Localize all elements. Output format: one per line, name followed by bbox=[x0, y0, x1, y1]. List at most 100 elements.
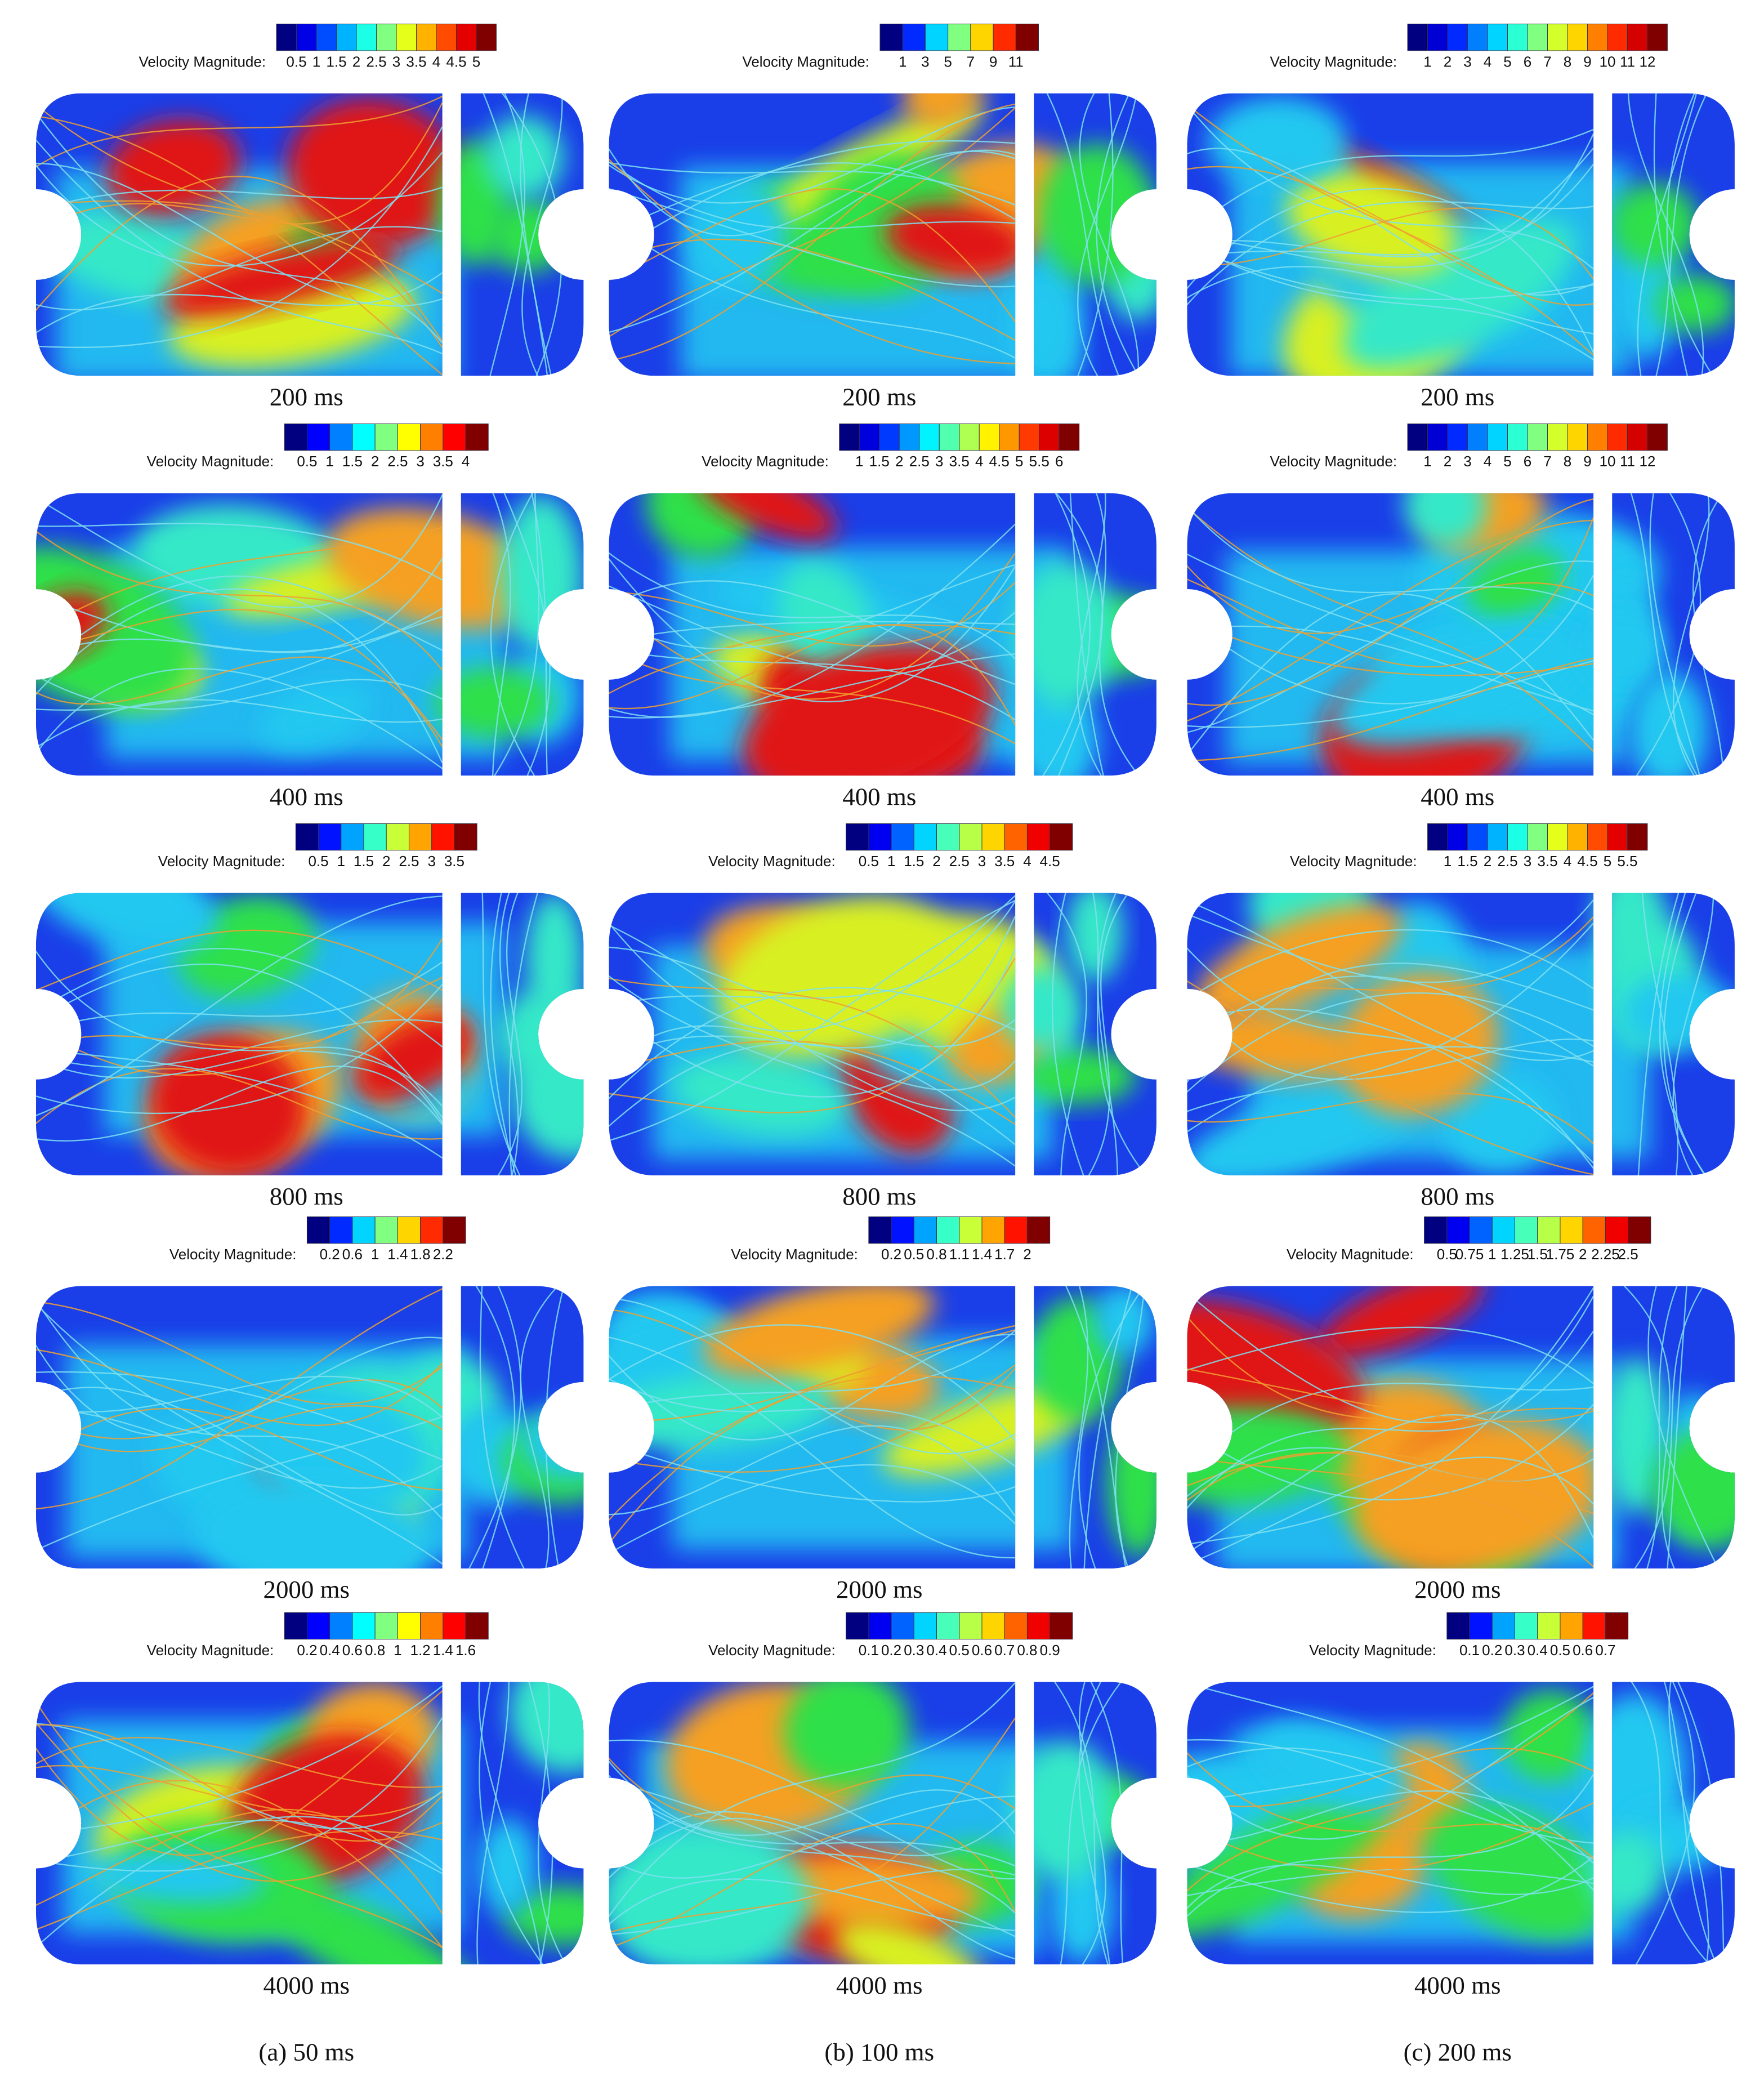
colorbar-tick: 0.5 bbox=[1437, 1246, 1457, 1263]
colorbar-segment bbox=[1447, 823, 1468, 851]
streamline bbox=[1187, 1456, 1594, 1567]
colorbar-tick: 1.5 bbox=[1528, 1246, 1548, 1263]
colorbar-tick: 3.5 bbox=[433, 453, 453, 470]
contour-field bbox=[609, 93, 1156, 376]
colorbar-segment bbox=[1607, 24, 1628, 51]
streamline bbox=[1187, 898, 1594, 1062]
streamline bbox=[609, 1777, 1016, 1937]
colorbar-tick: 2.5 bbox=[949, 853, 970, 870]
contour-blob bbox=[882, 1387, 1088, 1477]
colorbar-tick: 2 bbox=[1444, 53, 1452, 70]
streamline bbox=[609, 1750, 1016, 1821]
colorbar-segment bbox=[925, 24, 949, 51]
colorbar-segment bbox=[329, 424, 353, 451]
colorbar-segment bbox=[363, 823, 387, 851]
streamline bbox=[35, 95, 443, 172]
contour-blob bbox=[1629, 670, 1709, 776]
streamline bbox=[489, 93, 526, 376]
contour-blob bbox=[1609, 182, 1699, 266]
colorbar-segment bbox=[455, 24, 477, 51]
colorbar-segment bbox=[443, 1612, 466, 1640]
colorbar-segment bbox=[959, 823, 983, 851]
streamline bbox=[35, 1408, 443, 1491]
streamline bbox=[1187, 1748, 1594, 1860]
streamline bbox=[1187, 1774, 1595, 1923]
contour-blob bbox=[695, 493, 837, 541]
colorbar-tick: 2 bbox=[1023, 1246, 1031, 1263]
streamline bbox=[1083, 1286, 1133, 1569]
colorbar-segment bbox=[1039, 424, 1060, 451]
colorbar-segment bbox=[1567, 24, 1588, 51]
contour-blob bbox=[689, 184, 787, 290]
streamline bbox=[609, 1334, 1016, 1441]
streamline bbox=[35, 1334, 443, 1436]
streamline bbox=[35, 588, 443, 764]
streamline bbox=[35, 1066, 443, 1142]
colorbar-tick: 6 bbox=[1524, 53, 1531, 70]
flow-panel bbox=[35, 493, 584, 776]
streamline bbox=[35, 1300, 443, 1405]
colorbar-label: Velocity Magnitude: bbox=[708, 853, 836, 870]
time-label: 200 ms bbox=[270, 382, 343, 411]
streamline bbox=[1187, 899, 1595, 983]
streamline bbox=[490, 493, 535, 776]
streamline bbox=[35, 961, 443, 1035]
streamline bbox=[1051, 893, 1084, 1176]
colorbar-label: Velocity Magnitude: bbox=[1290, 853, 1417, 870]
colorbar-segment bbox=[1407, 24, 1428, 51]
streamline bbox=[609, 1823, 1016, 1950]
time-label: 4000 ms bbox=[1414, 1971, 1501, 1999]
colorbar-label: Velocity Magnitude: bbox=[1270, 53, 1397, 70]
streamline bbox=[521, 93, 563, 376]
streamline bbox=[35, 226, 443, 311]
streamline bbox=[35, 126, 443, 348]
streamline bbox=[609, 1438, 1016, 1503]
streamline bbox=[1187, 1696, 1594, 1840]
streamline bbox=[1187, 1092, 1594, 1144]
flow-panel bbox=[609, 93, 1156, 376]
streamline bbox=[1187, 519, 1594, 724]
colorbar-label: Velocity Magnitude: bbox=[731, 1246, 858, 1263]
colorbar-tick: 9 bbox=[1583, 453, 1591, 470]
streamline bbox=[35, 558, 443, 661]
streamline bbox=[35, 938, 443, 1055]
colorbar-tick: 7 bbox=[967, 53, 975, 70]
colorbar-tick: 0.5 bbox=[949, 1642, 970, 1659]
streamline bbox=[609, 1464, 1016, 1558]
streamline bbox=[35, 132, 443, 355]
streamline bbox=[35, 493, 443, 609]
colorbar-segment bbox=[436, 24, 457, 51]
streamline bbox=[520, 93, 548, 376]
colorbar-segment bbox=[1628, 1216, 1651, 1244]
contour-blob bbox=[1187, 1794, 1388, 1938]
colorbar-tick: 2.5 bbox=[1618, 1246, 1638, 1263]
streamline bbox=[1187, 1790, 1594, 1864]
colorbar-tick: 1.75 bbox=[1546, 1246, 1575, 1263]
colorbar-tick: 0.8 bbox=[926, 1246, 946, 1263]
colorbar-segment bbox=[284, 1612, 307, 1640]
contour-blob bbox=[287, 99, 462, 247]
flow-panel bbox=[1187, 493, 1735, 776]
contour-blob bbox=[1187, 1299, 1365, 1434]
time-label: 200 ms bbox=[842, 382, 916, 411]
colorbar-tick: 1 bbox=[887, 853, 895, 870]
time-label: 400 ms bbox=[1421, 782, 1494, 810]
streamline bbox=[35, 929, 443, 994]
streamline bbox=[1187, 558, 1594, 634]
streamline bbox=[1187, 501, 1594, 752]
streamline bbox=[35, 1375, 443, 1418]
colorbar-tick: 3.5 bbox=[1537, 853, 1557, 870]
colorbar-segment bbox=[1469, 1216, 1493, 1244]
colorbar-segment bbox=[1487, 24, 1508, 51]
colorbar-tick: 1 bbox=[371, 1246, 379, 1263]
streamline bbox=[609, 1364, 1016, 1473]
streamline bbox=[609, 899, 1016, 1143]
colorbar-segment bbox=[352, 424, 376, 451]
colorbar-segment bbox=[1446, 1612, 1470, 1640]
streamline bbox=[609, 1767, 1016, 1914]
streamline bbox=[35, 1048, 443, 1159]
streamline bbox=[1187, 188, 1595, 353]
colorbar-segment bbox=[396, 24, 417, 51]
streamline bbox=[1088, 893, 1129, 1176]
streamline bbox=[1187, 498, 1594, 706]
